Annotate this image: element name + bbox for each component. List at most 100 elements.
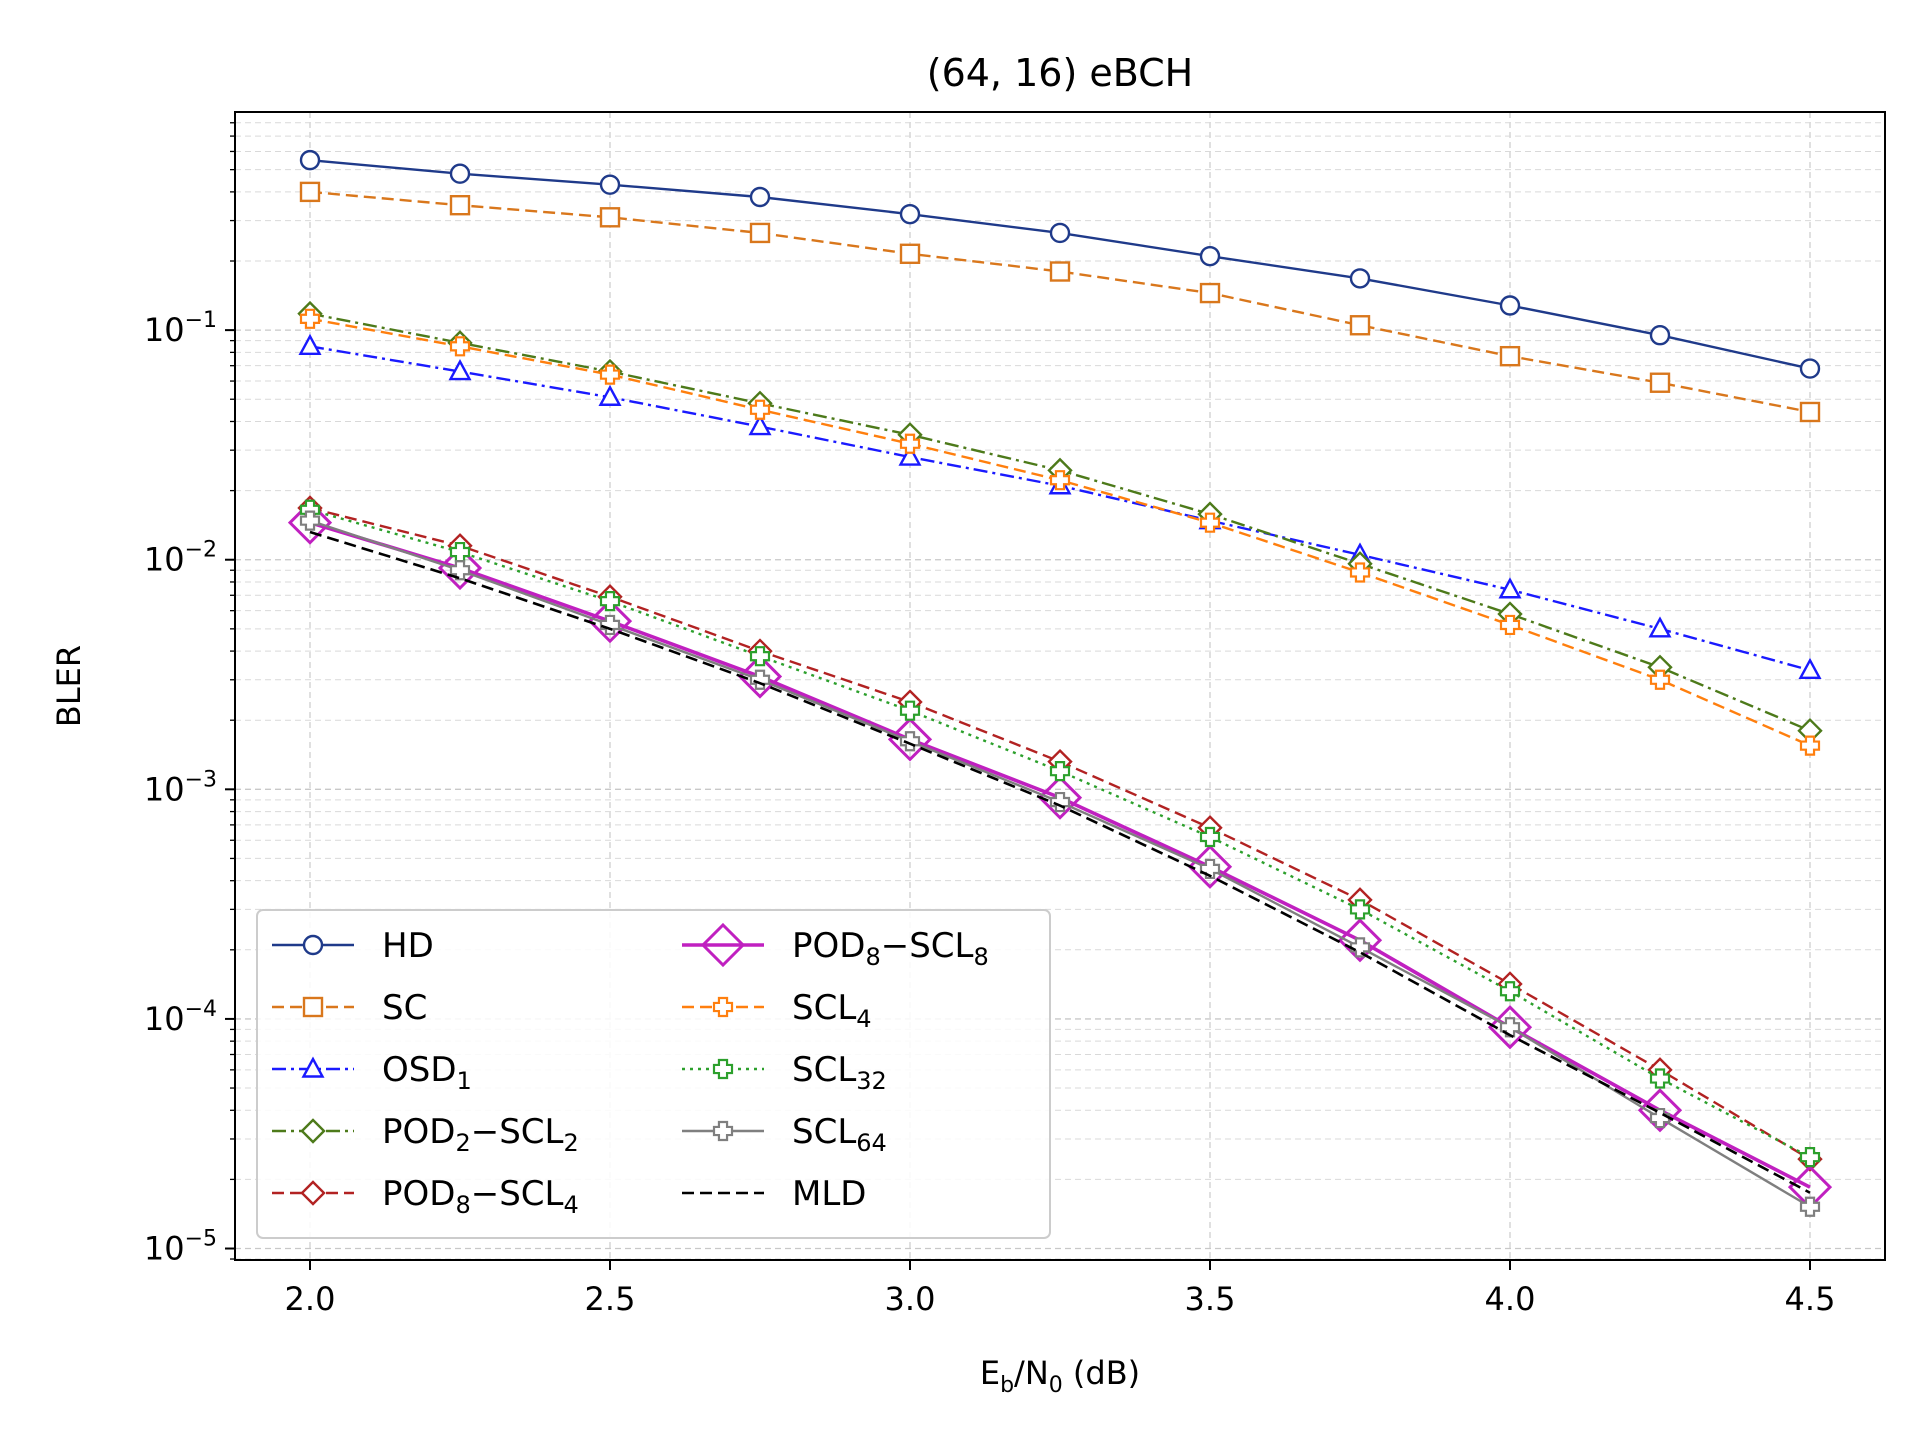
- data-point-osd1: [298, 333, 322, 356]
- series-sc: [299, 181, 1821, 423]
- data-point-pod8scl8: [587, 599, 633, 644]
- data-point-scl32: [1499, 981, 1521, 1002]
- data-point-sc: [1649, 372, 1671, 393]
- series-line-sc: [309, 190, 1811, 414]
- data-point-scl32: [1349, 899, 1371, 920]
- data-point-scl64: [299, 510, 321, 531]
- legend-label-scl4: SCL4: [792, 988, 872, 1033]
- legend-entry-scl64: SCL64: [682, 1112, 887, 1157]
- series-line-mld: [309, 530, 1811, 1194]
- data-point-scl32: [1649, 1068, 1671, 1089]
- data-point-sc: [899, 243, 921, 264]
- data-point-scl64: [1349, 937, 1371, 958]
- data-point-osd1: [898, 444, 922, 466]
- y-tick-label: 10−1: [144, 308, 217, 349]
- data-point-pod8scl8: [1187, 844, 1233, 889]
- data-point-sc: [599, 207, 621, 228]
- data-point-scl64: [1049, 791, 1071, 813]
- data-point-scl32: [1049, 761, 1071, 782]
- data-point-sc: [1199, 282, 1221, 304]
- legend-marker-sc: [302, 996, 324, 1018]
- y-tick-label: 10−2: [144, 538, 217, 579]
- data-point-osd1: [1498, 577, 1522, 599]
- data-point-scl32: [899, 700, 921, 721]
- data-point-sc: [1799, 401, 1821, 423]
- data-point-hd: [1649, 325, 1671, 346]
- y-tick-base: 10: [144, 770, 185, 808]
- chart-title: (64, 16) eBCH: [927, 51, 1193, 95]
- y-tick-exponent: −2: [185, 538, 217, 563]
- x-tick-label: 4.5: [1785, 1280, 1836, 1318]
- legend-entry-scl4: SCL4: [682, 988, 872, 1033]
- y-tick-exponent: −5: [185, 1227, 217, 1252]
- legend-marker-osd1: [301, 1056, 325, 1078]
- legend-marker-scl64: [712, 1120, 734, 1142]
- data-point-scl4: [1799, 735, 1821, 756]
- data-point-pod8scl8: [1037, 775, 1083, 820]
- y-tick-exponent: −3: [185, 767, 217, 792]
- data-point-scl32: [599, 591, 621, 612]
- legend-entry-osd1: OSD1: [272, 1050, 472, 1095]
- data-point-scl64: [749, 669, 771, 690]
- data-point-hd: [1499, 295, 1521, 316]
- data-point-scl4: [1649, 669, 1671, 690]
- series-mld: [309, 530, 1811, 1194]
- legend-marker-scl4: [712, 996, 734, 1018]
- x-axis-label-tail: (dB): [1063, 1354, 1140, 1392]
- data-point-scl64: [1799, 1196, 1821, 1217]
- legend-label-pod2scl2: POD2−SCL2: [382, 1112, 579, 1157]
- data-point-sc: [749, 222, 771, 244]
- data-point-pod8scl8: [437, 545, 483, 591]
- data-point-sc: [299, 181, 321, 203]
- data-point-scl4: [1049, 470, 1071, 491]
- x-tick-label: 4.0: [1485, 1280, 1536, 1318]
- legend-label-scl64: SCL64: [792, 1112, 887, 1157]
- series-layer: [287, 149, 1833, 1217]
- legend-entry-mld: MLD: [682, 1174, 866, 1214]
- series-hd: [299, 149, 1821, 379]
- data-point-scl32: [1799, 1147, 1821, 1168]
- y-tick-label: 10−3: [144, 767, 217, 808]
- y-tick-label: 10−4: [144, 997, 217, 1038]
- data-point-hd: [299, 149, 321, 171]
- legend-entry-pod8scl8: POD8−SCL8: [682, 922, 989, 971]
- x-axis-label-main: E: [980, 1354, 1000, 1392]
- legend-entry-scl32: SCL32: [682, 1050, 887, 1095]
- legend-entry-pod2scl2: POD2−SCL2: [272, 1112, 579, 1157]
- x-tick-label: 2.5: [585, 1280, 636, 1318]
- y-tick-base: 10: [144, 541, 185, 579]
- legend-entry-sc: SC: [272, 988, 427, 1028]
- data-point-osd1: [598, 384, 622, 406]
- legend-marker-pod2scl2: [300, 1118, 326, 1144]
- x-axis-label: Eb/N0 (dB): [980, 1354, 1140, 1398]
- data-point-scl4: [1499, 614, 1521, 636]
- data-point-scl4: [1349, 562, 1371, 583]
- x-tick-label: 3.0: [885, 1280, 936, 1318]
- data-point-pod8scl8: [1337, 918, 1383, 963]
- x-axis-label-mid: /N: [1014, 1354, 1049, 1392]
- data-point-scl64: [449, 560, 471, 581]
- data-point-sc: [1499, 345, 1521, 367]
- legend-marker-scl32: [712, 1058, 734, 1080]
- x-axis-ticks: 2.0 2.5 3.0 3.5 4.0 4.5: [285, 1260, 1836, 1318]
- data-point-scl64: [599, 614, 621, 636]
- legend-label-mld: MLD: [792, 1174, 866, 1214]
- y-axis-label: BLER: [50, 645, 88, 727]
- y-tick-base: 10: [144, 1000, 185, 1038]
- legend-label-pod8scl4: POD8−SCL4: [382, 1174, 579, 1219]
- data-point-scl4: [749, 399, 771, 420]
- data-point-osd1: [748, 414, 772, 436]
- data-point-hd: [599, 174, 621, 195]
- data-point-pod8scl8: [737, 654, 783, 699]
- legend-label-osd1: OSD1: [382, 1050, 472, 1095]
- data-point-hd: [899, 203, 921, 225]
- legend-entry-pod8scl4: POD8−SCL4: [272, 1174, 579, 1219]
- data-point-hd: [1049, 222, 1071, 244]
- data-point-hd: [1199, 245, 1221, 267]
- data-point-scl32: [749, 646, 771, 667]
- y-tick-label: 10−5: [144, 1227, 217, 1268]
- series-scl32: [299, 499, 1821, 1168]
- data-point-scl32: [1199, 826, 1221, 848]
- data-point-sc: [449, 195, 471, 216]
